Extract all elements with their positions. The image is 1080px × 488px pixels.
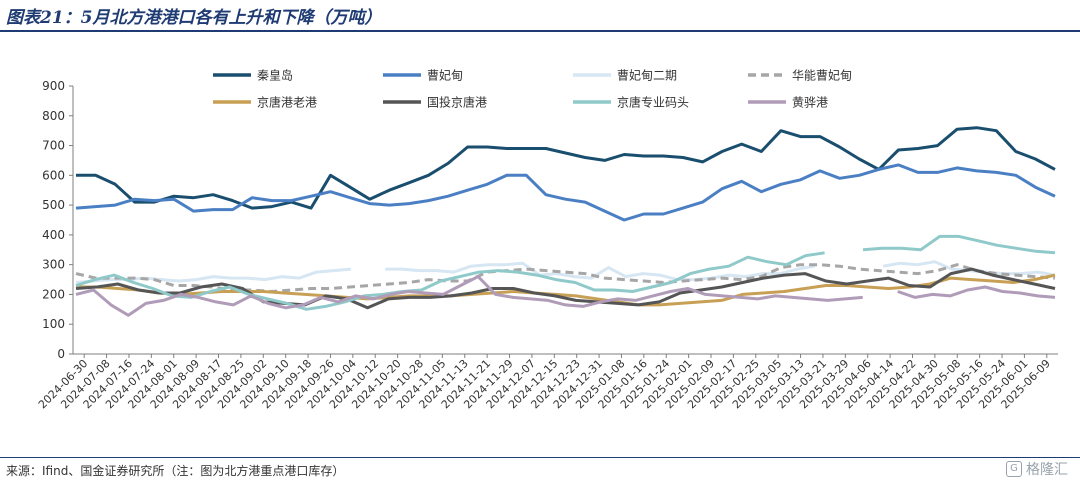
legend-label-5: 京唐港老港 bbox=[257, 95, 317, 110]
source-note: 来源：Ifind、国金证券研究所（注：图为北方港重点港口库存） bbox=[6, 464, 345, 478]
legend-label-1: 秦皇岛 bbox=[257, 68, 293, 83]
series-line-7 bbox=[862, 234, 1056, 255]
series-line-6 bbox=[75, 267, 1056, 310]
chart-axes: 01002003004005006007008009002024-06-3020… bbox=[36, 79, 1058, 411]
footer-divider bbox=[0, 457, 1080, 458]
series-line-2 bbox=[75, 163, 1056, 222]
legend-label-8: 黄骅港 bbox=[792, 96, 828, 110]
y-tick-label: 0 bbox=[57, 347, 65, 361]
y-tick-label: 600 bbox=[42, 168, 65, 182]
title-divider bbox=[0, 30, 1080, 32]
y-tick-label: 800 bbox=[42, 109, 65, 123]
legend-label-7: 京唐专业码头 bbox=[617, 95, 689, 110]
series-line-8 bbox=[897, 285, 1056, 299]
y-tick-label: 100 bbox=[42, 317, 65, 331]
legend-label-6: 国投京唐港 bbox=[427, 95, 487, 110]
y-tick-label: 300 bbox=[42, 258, 65, 272]
y-tick-label: 400 bbox=[42, 228, 65, 242]
y-tick-label: 700 bbox=[42, 139, 65, 153]
legend-label-4: 华能曹妃甸 bbox=[792, 69, 852, 83]
y-tick-label: 200 bbox=[42, 287, 65, 301]
y-tick-label: 500 bbox=[42, 198, 65, 212]
watermark-logo-icon: G bbox=[1006, 461, 1022, 477]
chart-title: 图表21：5月北方港港口各有上升和下降（万吨） bbox=[6, 8, 382, 28]
series-line-8 bbox=[75, 275, 863, 317]
series-line-1 bbox=[76, 126, 1056, 210]
legend-label-2: 曹妃甸 bbox=[427, 69, 463, 83]
series-line-3 bbox=[385, 261, 815, 282]
y-tick-label: 900 bbox=[42, 79, 65, 93]
legend-label-3: 曹妃甸二期 bbox=[617, 69, 677, 83]
series-line-4 bbox=[75, 263, 1056, 293]
watermark: G 格隆汇 bbox=[1006, 459, 1068, 479]
chart-plot-area bbox=[75, 126, 1056, 317]
watermark-text: 格隆汇 bbox=[1026, 462, 1068, 478]
series-line-7 bbox=[75, 251, 825, 311]
